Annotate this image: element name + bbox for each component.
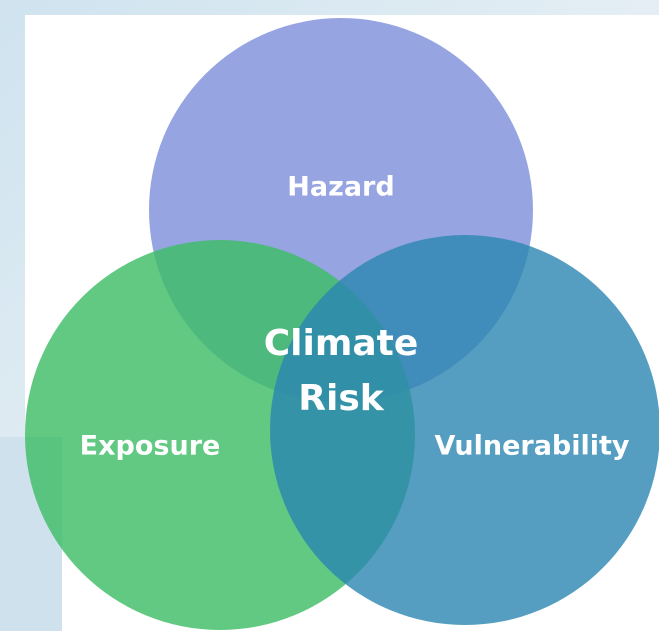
hazard-label: Hazard (287, 172, 394, 203)
vulnerability-label: Vulnerability (434, 431, 629, 462)
vulnerability-circle (270, 235, 659, 625)
exposure-label: Exposure (80, 431, 221, 462)
center-label-line: Risk (298, 378, 384, 419)
center-label-line: Climate (264, 323, 419, 364)
